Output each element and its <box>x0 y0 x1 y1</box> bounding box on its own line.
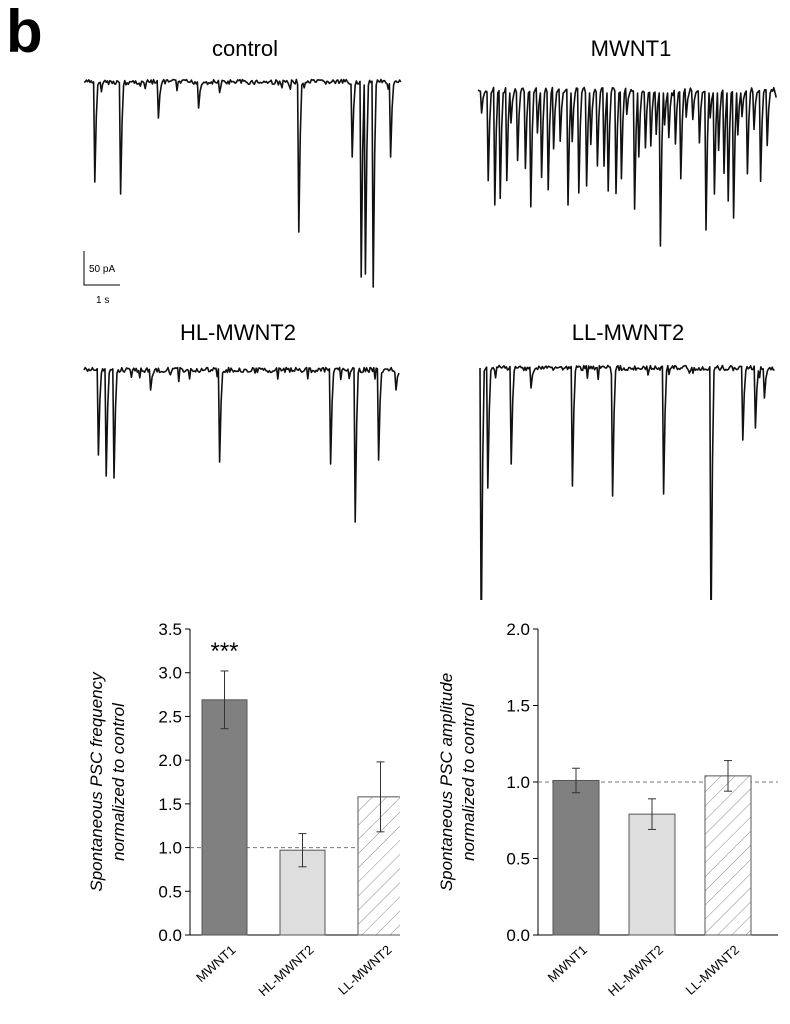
y-tick-label: 2.0 <box>158 751 182 770</box>
y-tick-label: 1.0 <box>158 839 182 858</box>
y-tick-label: 0.0 <box>506 926 530 945</box>
category-label-hl-mwnt2: HL-MWNT2 <box>605 942 666 999</box>
trace-title-hl-mwnt2: HL-MWNT2 <box>179 320 297 345</box>
bar-hl-mwnt2 <box>628 813 676 936</box>
y-tick-label: 0.5 <box>506 850 530 869</box>
trace-control <box>84 78 402 288</box>
y-tick-label: 2.0 <box>506 620 530 639</box>
scale-bar-current-label: 50 pA <box>89 264 116 275</box>
y-tick-label: 3.5 <box>158 620 182 639</box>
bar-ll-mwnt2 <box>357 796 400 936</box>
trace-mwnt1 <box>477 86 777 247</box>
significance-annotation: *** <box>210 638 238 665</box>
current-traces <box>83 78 777 600</box>
trace-ll-mwnt2 <box>479 364 775 600</box>
category-label-ll-mwnt2: LL-MWNT2 <box>683 942 742 998</box>
y-axis-title: Spontaneous PSC frequency normalized to c… <box>87 671 128 892</box>
y-tick-label: 0.5 <box>158 882 182 901</box>
y-axis-title: Spontaneous PSC amplitude normalized to c… <box>437 673 478 891</box>
y-tick-label: 1.5 <box>158 795 182 814</box>
category-label-hl-mwnt2: HL-MWNT2 <box>255 942 316 999</box>
y-tick-label: 2.5 <box>158 707 182 726</box>
trace-title-ll-mwnt2: LL-MWNT2 <box>571 320 685 345</box>
category-label-mwnt1: MWNT1 <box>193 942 238 985</box>
bar-ll-mwnt2 <box>704 775 752 936</box>
scale-bar-time-label: 1 s <box>96 295 110 306</box>
amplitude-bar-chart: 0.0 0.5 1.0 1.5 2.0 MWNT1 HL-MWNT2 LL-MWNT2 Spon… <box>437 620 778 999</box>
frequency-bar-chart: 0.0 0.5 1.0 1.5 2.0 2.5 3.0 3.5 MWNT1 *** HL-MWNT2… <box>87 620 400 999</box>
bar-mwnt1 <box>552 779 600 936</box>
category-label-mwnt1: MWNT1 <box>545 942 590 985</box>
y-tick-label: 1.0 <box>506 773 530 792</box>
y-tick-label: 0.0 <box>158 926 182 945</box>
y-tick-label: 3.0 <box>158 664 182 683</box>
bar-mwnt1 <box>201 699 248 936</box>
category-label-ll-mwnt2: LL-MWNT2 <box>335 942 394 998</box>
panel-letter: b <box>6 0 43 65</box>
trace-hl-mwnt2 <box>83 366 400 523</box>
y-tick-label: 1.5 <box>506 697 530 716</box>
trace-title-mwnt1: MWNT1 <box>590 36 672 61</box>
trace-title-control: control <box>211 36 279 61</box>
scale-bar <box>83 251 120 286</box>
